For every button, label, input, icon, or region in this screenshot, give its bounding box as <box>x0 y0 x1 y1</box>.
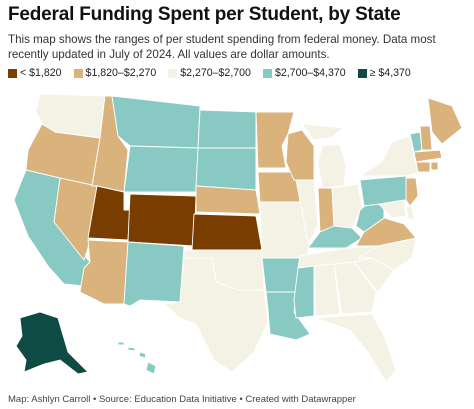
state-al[interactable] <box>313 263 341 317</box>
state-oh[interactable] <box>331 183 363 229</box>
state-il[interactable] <box>295 179 319 245</box>
legend-item-2: $1,820–$2,270 <box>73 67 157 79</box>
legend-swatch-3 <box>168 68 178 78</box>
state-mt[interactable] <box>111 95 201 149</box>
page-title: Federal Funding Spent per Student, by St… <box>8 4 401 25</box>
state-ny[interactable] <box>359 135 421 177</box>
map-credit: Map: Ashlyn Carroll • Source: Education … <box>8 394 356 405</box>
legend-label-5: ≥ $4,370 <box>369 67 411 79</box>
legend-item-4: $2,700–$4,370 <box>262 67 346 79</box>
legend-item-3: $2,270–$2,700 <box>168 67 251 79</box>
state-ne[interactable] <box>195 185 261 215</box>
legend-item-1: < $1,820 <box>8 67 62 79</box>
state-md[interactable] <box>379 199 407 219</box>
legend-swatch-4 <box>262 68 272 78</box>
state-tx[interactable] <box>163 257 269 373</box>
state-nv[interactable] <box>53 177 98 261</box>
legend: < $1,820 $1,820–$2,270 $2,270–$2,700 $2,… <box>8 67 411 79</box>
state-ks[interactable] <box>191 213 263 251</box>
state-nd[interactable] <box>197 109 257 149</box>
state-ct[interactable] <box>415 161 431 173</box>
state-me[interactable] <box>427 97 463 145</box>
state-nm[interactable] <box>123 241 185 307</box>
state-mn[interactable] <box>255 111 295 169</box>
state-in[interactable] <box>317 187 335 233</box>
state-co[interactable] <box>127 193 197 247</box>
state-hi[interactable] <box>117 341 157 375</box>
legend-swatch-1 <box>8 68 17 78</box>
state-ms[interactable] <box>293 265 315 319</box>
legend-swatch-2 <box>73 68 83 78</box>
legend-item-5: ≥ $4,370 <box>357 67 411 79</box>
state-nj[interactable] <box>405 177 419 207</box>
state-ri[interactable] <box>430 161 439 171</box>
state-sd[interactable] <box>195 147 257 191</box>
map-description: This map shows the ranges of per student… <box>8 33 436 61</box>
state-ga[interactable] <box>333 261 377 315</box>
state-wi[interactable] <box>285 129 315 181</box>
state-ar[interactable] <box>261 257 301 293</box>
state-de[interactable] <box>405 205 415 221</box>
state-nh[interactable] <box>419 125 433 151</box>
state-ak[interactable] <box>15 311 89 375</box>
legend-label-3: $2,270–$2,700 <box>180 67 251 79</box>
state-wy[interactable] <box>123 145 199 193</box>
legend-label-1: < $1,820 <box>20 67 62 79</box>
us-choropleth-map <box>13 93 463 383</box>
state-ma[interactable] <box>413 149 443 163</box>
state-fl[interactable] <box>315 313 397 383</box>
legend-swatch-5 <box>357 68 367 78</box>
legend-label-2: $1,820–$2,270 <box>85 67 157 79</box>
legend-label-4: $2,700–$4,370 <box>274 67 346 79</box>
